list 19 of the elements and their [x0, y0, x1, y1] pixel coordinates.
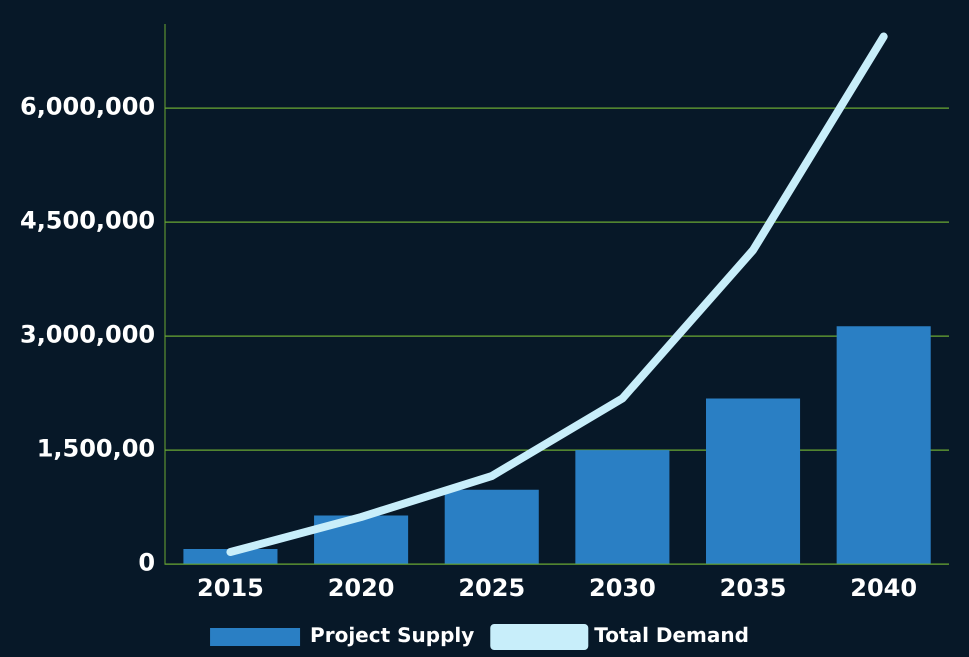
legend-label: Project Supply	[310, 623, 474, 648]
bar	[836, 326, 931, 564]
y-tick-label: 6,000,000	[20, 92, 156, 120]
x-tick-label: 2035	[720, 574, 786, 602]
x-tick-label: 2020	[328, 574, 394, 602]
bar	[183, 548, 278, 564]
y-tick-label: 0	[138, 548, 156, 576]
bar	[444, 490, 539, 564]
y-tick-label: 1,500,00	[36, 434, 156, 462]
bar	[706, 398, 800, 564]
x-tick-label: 2025	[458, 574, 526, 602]
legend-label: Total Demand	[594, 623, 749, 648]
bar	[314, 516, 408, 564]
x-tick-label: 2040	[850, 574, 918, 602]
y-tick-label: 3,000,000	[20, 320, 156, 348]
y-tick-label: 4,500,000	[20, 206, 156, 234]
x-tick-label: 2030	[588, 574, 656, 602]
x-tick-label: 2015	[197, 574, 264, 602]
bar	[575, 450, 670, 564]
